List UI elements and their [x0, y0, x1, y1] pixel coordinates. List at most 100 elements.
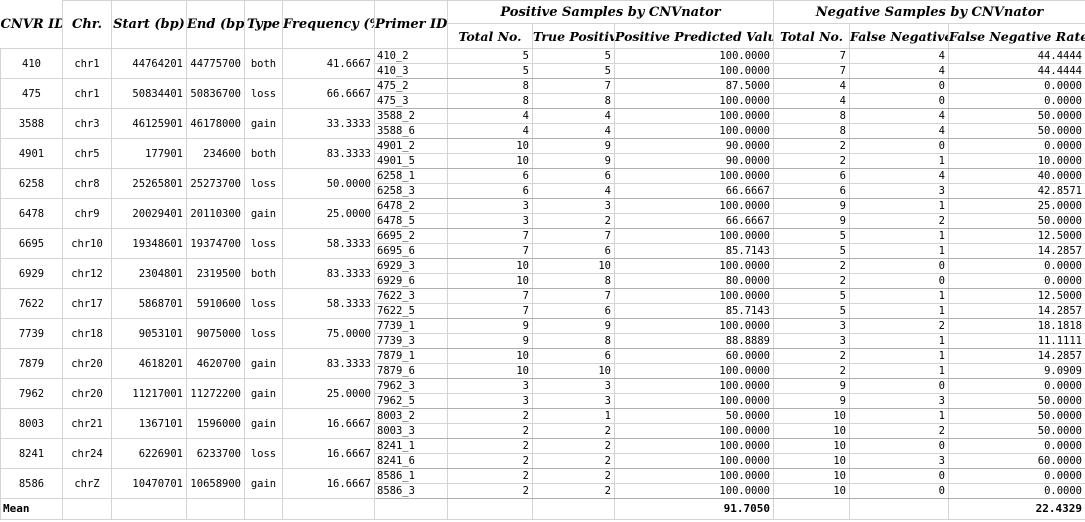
pos-total-cell: 2 — [447, 468, 533, 484]
false-negative-cell: 1 — [849, 348, 949, 364]
true-positive-cell: 2 — [532, 423, 615, 439]
cnvr-id-cell: 8003 — [0, 408, 63, 439]
table-row: 7739 chr18 9053101 9075000 loss 75.0000 7739_1… — [0, 318, 1085, 349]
pos-total-cell: 4 — [447, 108, 533, 124]
end-cell: 1596000 — [186, 408, 245, 439]
false-negative-cell: 0 — [849, 93, 949, 109]
start-cell: 2304801 — [111, 258, 187, 289]
primer-id-cell: 6478_5 — [374, 213, 448, 229]
type-cell: loss — [244, 228, 283, 259]
fnr-cell: 9.0909 — [948, 363, 1085, 379]
table-body: 410 chr1 44764201 44775700 both 41.6667 410_2 5… — [0, 48, 1085, 520]
true-positive-cell: 6 — [532, 348, 615, 364]
pos-total-cell: 2 — [447, 483, 533, 499]
pos-total-cell: 2 — [447, 408, 533, 424]
type-cell: gain — [244, 198, 283, 229]
primer-id-cell: 6258_1 — [374, 168, 448, 184]
start-cell: 1367101 — [111, 408, 187, 439]
ppv-cell: 100.0000 — [614, 483, 774, 499]
pos-total-cell: 3 — [447, 393, 533, 409]
chr-cell: chr12 — [62, 258, 112, 289]
ppv-cell: 100.0000 — [614, 108, 774, 124]
primer-id-cell: 4901_2 — [374, 138, 448, 154]
true-positive-cell: 5 — [532, 63, 615, 79]
header-false-negative: False Negative — [849, 23, 949, 49]
fnr-cell: 10.0000 — [948, 153, 1085, 169]
neg-total-cell: 5 — [773, 228, 850, 244]
cnvr-id-cell: 410 — [0, 48, 63, 79]
false-negative-cell: 3 — [849, 453, 949, 469]
start-cell: 44764201 — [111, 48, 187, 79]
fnr-cell: 44.4444 — [948, 48, 1085, 64]
table-row: 6258 chr8 25265801 25273700 loss 50.0000 6258_… — [0, 168, 1085, 199]
frequency-cell: 83.3333 — [282, 138, 375, 169]
fnr-cell: 44.4444 — [948, 63, 1085, 79]
ppv-cell: 80.0000 — [614, 273, 774, 289]
frequency-cell: 83.3333 — [282, 258, 375, 289]
table-row: 8586 chrZ 10470701 10658900 gain 16.6667 8586_… — [0, 468, 1085, 499]
chr-cell: chr10 — [62, 228, 112, 259]
ppv-cell: 100.0000 — [614, 63, 774, 79]
chr-cell: chr1 — [62, 78, 112, 109]
start-cell: 20029401 — [111, 198, 187, 229]
chr-cell: chrZ — [62, 468, 112, 499]
neg-total-cell: 8 — [773, 123, 850, 139]
empty-cell — [773, 498, 850, 520]
end-cell: 50836700 — [186, 78, 245, 109]
chr-cell: chr9 — [62, 198, 112, 229]
table-row: 3588 chr3 46125901 46178000 gain 33.3333 3588_… — [0, 108, 1085, 139]
type-cell: loss — [244, 78, 283, 109]
frequency-cell: 58.3333 — [282, 228, 375, 259]
false-negative-cell: 4 — [849, 48, 949, 64]
start-cell: 9053101 — [111, 318, 187, 349]
mean-fnr: 22.4329 — [948, 498, 1085, 520]
false-negative-cell: 1 — [849, 153, 949, 169]
pos-total-cell: 7 — [447, 303, 533, 319]
fnr-cell: 50.0000 — [948, 393, 1085, 409]
true-positive-cell: 1 — [532, 408, 615, 424]
table-row: 7879 chr20 4618201 4620700 gain 83.3333 7879_1… — [0, 348, 1085, 379]
primer-id-cell: 410_3 — [374, 63, 448, 79]
type-cell: loss — [244, 288, 283, 319]
fnr-cell: 14.2857 — [948, 303, 1085, 319]
empty-cell — [374, 498, 448, 520]
true-positive-cell: 6 — [532, 243, 615, 259]
fnr-cell: 50.0000 — [948, 123, 1085, 139]
primer-id-cell: 7879_1 — [374, 348, 448, 364]
header-start: Start (bp) — [111, 0, 187, 49]
primer-id-cell: 8241_6 — [374, 453, 448, 469]
false-negative-cell: 4 — [849, 108, 949, 124]
primer-id-cell: 4901_5 — [374, 153, 448, 169]
ppv-cell: 100.0000 — [614, 123, 774, 139]
ppv-cell: 100.0000 — [614, 318, 774, 334]
pos-total-cell: 10 — [447, 273, 533, 289]
table-row: 8003 chr21 1367101 1596000 gain 16.6667 8003_2… — [0, 408, 1085, 439]
header-fnr: False Negative Rate(%) — [948, 23, 1085, 49]
table-row: 410 chr1 44764201 44775700 both 41.6667 410_2 5… — [0, 48, 1085, 79]
false-negative-cell: 1 — [849, 303, 949, 319]
primer-id-cell: 6258_3 — [374, 183, 448, 199]
header-frequency: Frequency (%) — [282, 0, 375, 49]
true-positive-cell: 2 — [532, 213, 615, 229]
neg-total-cell: 2 — [773, 138, 850, 154]
fnr-cell: 50.0000 — [948, 213, 1085, 229]
neg-total-cell: 8 — [773, 108, 850, 124]
ppv-cell: 100.0000 — [614, 168, 774, 184]
cnvr-id-cell: 6695 — [0, 228, 63, 259]
table-row: 7622_5 7 6 85.7143 5 1 14.2857 — [1, 303, 1085, 319]
pos-total-cell: 4 — [447, 123, 533, 139]
table-row: 7739_3 9 8 88.8889 3 1 11.1111 — [1, 333, 1085, 349]
true-positive-cell: 7 — [532, 78, 615, 94]
cnvr-id-cell: 7622 — [0, 288, 63, 319]
true-positive-cell: 6 — [532, 303, 615, 319]
ppv-cell: 66.6667 — [614, 183, 774, 199]
false-negative-cell: 0 — [849, 78, 949, 94]
pos-total-cell: 6 — [447, 183, 533, 199]
false-negative-cell: 1 — [849, 243, 949, 259]
neg-total-cell: 5 — [773, 243, 850, 259]
true-positive-cell: 7 — [532, 228, 615, 244]
ppv-cell: 66.6667 — [614, 213, 774, 229]
end-cell: 9075000 — [186, 318, 245, 349]
true-positive-cell: 2 — [532, 438, 615, 454]
fnr-cell: 0.0000 — [948, 438, 1085, 454]
